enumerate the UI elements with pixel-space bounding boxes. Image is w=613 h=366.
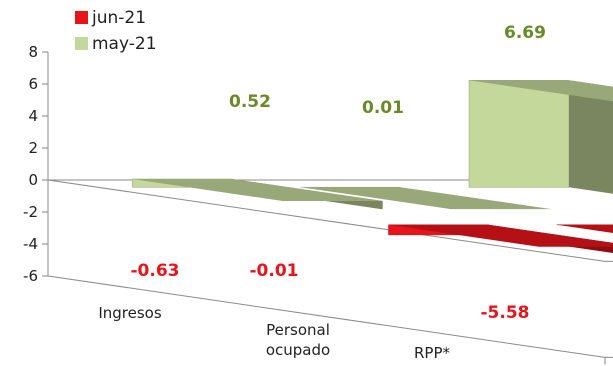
- bar-may-21-0: [132, 178, 383, 210]
- data-label-may-21-1: 0.01: [362, 98, 404, 118]
- data-label-jun-21-0: -0.63: [131, 261, 180, 281]
- bar-jun-21-0: [388, 224, 613, 254]
- bar-may-21-1: [300, 186, 551, 210]
- data-label-may-21-0: 0.52: [229, 92, 271, 112]
- y-tick-label: 4: [28, 107, 38, 125]
- y-tick-label: 8: [28, 43, 38, 61]
- legend-label: jun-21: [91, 8, 146, 28]
- data-label-may-21-2: 6.69: [504, 23, 546, 43]
- y-tick-label: 2: [28, 139, 38, 157]
- y-tick-label: -6: [23, 267, 38, 285]
- legend-swatch: [75, 11, 88, 24]
- category-label: Personal ocupado: [266, 321, 330, 359]
- legend: jun-21 may-21: [75, 8, 157, 54]
- category-labels: Ingresos Personal ocupado RPP*: [98, 304, 450, 362]
- bars: [132, 80, 613, 254]
- zero-plane: [47, 179, 613, 262]
- bar-jun-21-1: [556, 224, 613, 233]
- legend-swatch: [75, 37, 88, 50]
- y-tick-label: -4: [23, 235, 38, 253]
- category-label: Ingresos: [98, 304, 162, 322]
- data-label-jun-21-1: -0.01: [250, 261, 299, 281]
- y-tick-label: 6: [28, 75, 38, 93]
- category-label: RPP*: [414, 344, 451, 362]
- legend-label: may-21: [92, 34, 157, 54]
- data-labels: 0.52 0.01 6.69 -0.63 -0.01 -5.58: [131, 23, 546, 323]
- y-tick-labels: 8 6 4 2 0 -2 -4 -6: [23, 43, 48, 285]
- y-tick-label: 0: [28, 171, 38, 189]
- bar-may-21-2: [468, 80, 613, 194]
- y-tick-label: -2: [23, 203, 38, 221]
- data-label-jun-21-2: -5.58: [481, 303, 530, 323]
